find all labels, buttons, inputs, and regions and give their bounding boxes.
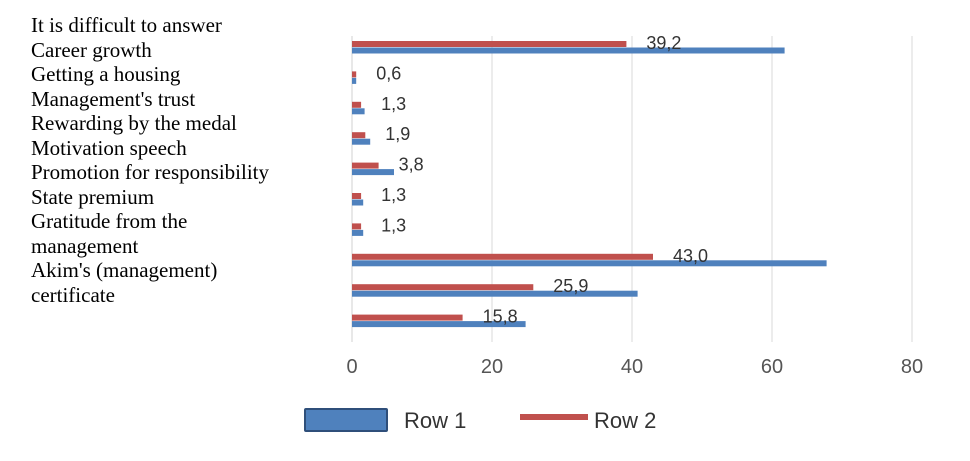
bar-row-2 [352, 162, 379, 169]
bar-row-1 [352, 260, 827, 267]
x-tick-label: 40 [621, 356, 643, 378]
category-label: Rewarding by the medal [31, 111, 237, 135]
data-label: 3,8 [399, 155, 424, 175]
category-label: management [31, 233, 139, 258]
bar-row-1 [352, 229, 364, 236]
bar-row-2 [352, 253, 653, 260]
x-tick-label: 60 [761, 356, 783, 378]
category-label: Gratitude from the [31, 209, 188, 233]
x-tick-label: 80 [901, 356, 923, 378]
bar-row-1 [352, 138, 371, 145]
category-label: Career growth [31, 37, 152, 62]
data-label: 1,9 [385, 124, 410, 144]
bar-row-2 [352, 284, 534, 291]
x-tick-label: 0 [346, 356, 357, 378]
bar-row-2 [352, 71, 357, 78]
category-label: certificate [31, 282, 115, 307]
bar-row-2 [352, 41, 627, 47]
bar-row-1 [352, 199, 364, 206]
bar-row-1 [352, 108, 365, 115]
legend-swatch-row-1 [304, 408, 388, 432]
category-label: Getting a housing [31, 62, 181, 86]
data-label: 25,9 [553, 276, 588, 296]
category-labels: It is difficult to answer Career growth … [31, 13, 331, 307]
bar-row-1 [352, 47, 785, 54]
bar-row-2 [352, 314, 463, 321]
data-label: 0,6 [376, 63, 401, 83]
bar-row-1 [352, 169, 394, 176]
bar-row-1 [352, 77, 357, 84]
legend-label-row-1: Row 1 [404, 408, 467, 433]
data-label: 15,8 [483, 307, 518, 327]
bar-row-2 [352, 193, 362, 199]
category-label: It is difficult to answer [31, 13, 222, 37]
legend-label-row-2: Row 2 [594, 408, 657, 433]
bar-row-1 [352, 290, 638, 297]
legend: Row 1 Row 2 [300, 400, 720, 440]
category-label: Management's trust [31, 86, 196, 111]
legend-swatch-row-2 [520, 414, 588, 420]
category-label: Motivation speech [31, 135, 187, 160]
category-label: State premium [31, 184, 155, 209]
bar-row-1 [352, 321, 526, 328]
bar-row-2 [352, 132, 366, 139]
category-label: Promotion for responsibility [31, 160, 269, 184]
data-label: 1,3 [381, 185, 406, 205]
category-label: Akim's (management) [31, 258, 218, 282]
data-label: 1,3 [381, 94, 406, 114]
bar-row-2 [352, 223, 362, 230]
bar-row-2 [352, 101, 362, 108]
data-label: 39,2 [646, 33, 681, 53]
data-label: 1,3 [381, 215, 406, 235]
x-tick-label: 20 [481, 356, 503, 378]
data-label: 43,0 [673, 246, 708, 266]
